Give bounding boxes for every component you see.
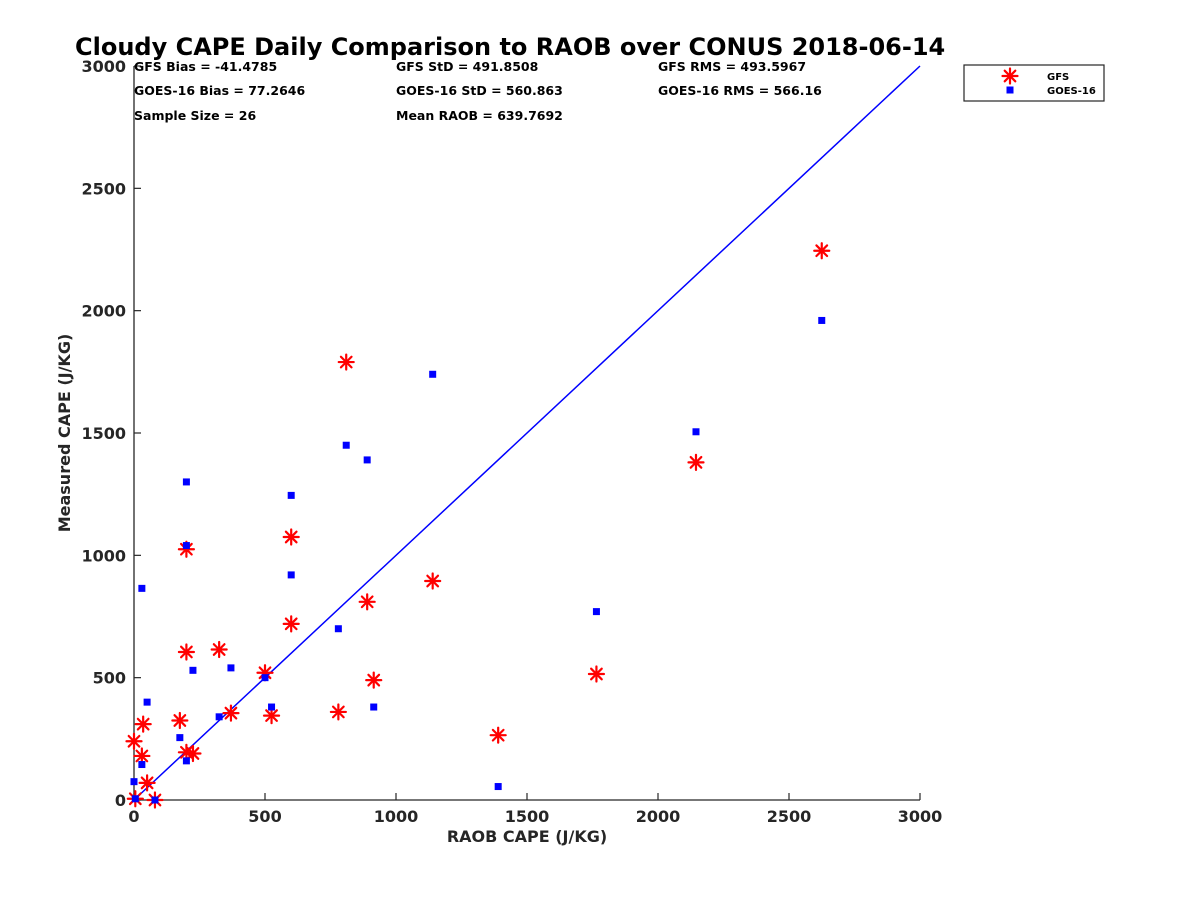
goes16-point: [334, 625, 342, 633]
stat-annotation: GOES-16 Bias = 77.2646: [134, 83, 305, 98]
goes16-point: [151, 796, 159, 804]
y-ticks: 0 500 1000 1500 2000 2500 3000: [81, 57, 141, 810]
y-tick-label: 1500: [81, 424, 126, 443]
stat-annotation: GOES-16 RMS = 566.16: [658, 83, 822, 98]
goes16-point: [818, 316, 826, 324]
goes16-point: [227, 664, 235, 672]
statistics-annotations: GFS Bias = -41.4785 GFS StD = 491.8508 GFS…: [134, 59, 822, 123]
goes16-point: [261, 674, 269, 682]
y-tick-label: 2000: [81, 302, 126, 321]
gfs-point: [424, 572, 442, 590]
gfs-point: [813, 242, 831, 260]
y-axis-label: Measured CAPE (J/KG): [55, 334, 74, 533]
x-tick-label: 2000: [636, 807, 681, 826]
goes16-point: [176, 734, 184, 742]
series-gfs: [125, 242, 831, 809]
x-tick-label: 1500: [505, 807, 550, 826]
gfs-point: [171, 711, 189, 730]
gfs-point: [177, 643, 195, 661]
goes16-point: [370, 703, 378, 711]
gfs-point: [134, 715, 152, 733]
goes16-point: [138, 761, 146, 769]
chart-title: Cloudy CAPE Daily Comparison to RAOB ove…: [75, 33, 945, 61]
stat-annotation: GFS RMS = 493.5967: [658, 59, 806, 74]
gfs-point: [210, 640, 228, 659]
goes16-point: [143, 698, 151, 706]
gfs-point: [177, 540, 195, 558]
goes16-point: [182, 757, 190, 765]
gfs-point: [262, 706, 281, 725]
legend-box: [963, 64, 1105, 102]
x-tick-label: 1000: [374, 807, 419, 826]
gfs-point: [329, 703, 347, 721]
goes16-point: [138, 584, 146, 592]
legend: GFS GOES-16: [963, 64, 1105, 102]
legend-goes16-marker: [1006, 86, 1014, 94]
stat-annotation: GOES-16 StD = 560.863: [396, 83, 563, 98]
goes16-point: [342, 441, 350, 449]
y-tick-label: 3000: [81, 57, 126, 76]
series-goes-16: [130, 316, 826, 804]
x-axis-label: RAOB CAPE (J/KG): [447, 827, 607, 846]
gfs-point: [365, 671, 383, 689]
y-tick-label: 2500: [81, 179, 126, 198]
goes16-point: [215, 713, 223, 721]
stat-annotation: Mean RAOB = 639.7692: [396, 108, 563, 123]
gfs-point: [256, 664, 274, 682]
gfs-point: [125, 732, 143, 750]
goes16-point: [494, 783, 502, 791]
goes16-point: [182, 478, 190, 486]
goes16-point: [692, 428, 700, 436]
gfs-point: [687, 453, 705, 471]
legend-label: GOES-16: [1047, 86, 1096, 97]
stat-annotation: Sample Size = 26: [134, 108, 256, 123]
gfs-point: [138, 774, 156, 792]
goes16-point: [287, 491, 295, 499]
gfs-point: [222, 704, 240, 722]
gfs-point: [282, 615, 300, 633]
y-tick-label: 1000: [81, 546, 126, 565]
stat-annotation: GFS Bias = -41.4785: [134, 59, 277, 74]
goes16-point: [429, 370, 437, 378]
gfs-point: [282, 528, 300, 546]
data-points: [125, 242, 831, 809]
goes16-point: [592, 608, 600, 616]
goes16-point: [131, 795, 139, 803]
goes16-point: [189, 666, 197, 674]
gfs-point: [184, 744, 202, 763]
goes16-point: [130, 778, 138, 786]
gfs-point: [337, 353, 355, 371]
gfs-point: [133, 747, 151, 765]
gfs-point: [587, 665, 606, 683]
goes16-point: [268, 703, 276, 711]
goes16-point: [287, 571, 295, 579]
x-ticks: 0 500 1000 1500 2000 2500 3000: [128, 793, 942, 826]
y-tick-label: 0: [115, 791, 126, 810]
goes16-point: [182, 542, 190, 550]
gfs-point: [489, 726, 507, 744]
goes16-point: [363, 456, 371, 464]
legend-gfs-marker: [1001, 67, 1019, 85]
y-tick-label: 500: [93, 669, 126, 688]
gfs-point: [358, 593, 376, 611]
x-tick-label: 2500: [767, 807, 812, 826]
one-to-one-reference-line: [133, 65, 921, 801]
x-tick-label: 0: [128, 807, 139, 826]
legend-label: GFS: [1047, 72, 1069, 83]
stat-annotation: GFS StD = 491.8508: [396, 59, 538, 74]
x-tick-label: 500: [248, 807, 281, 826]
x-tick-label: 3000: [898, 807, 943, 826]
